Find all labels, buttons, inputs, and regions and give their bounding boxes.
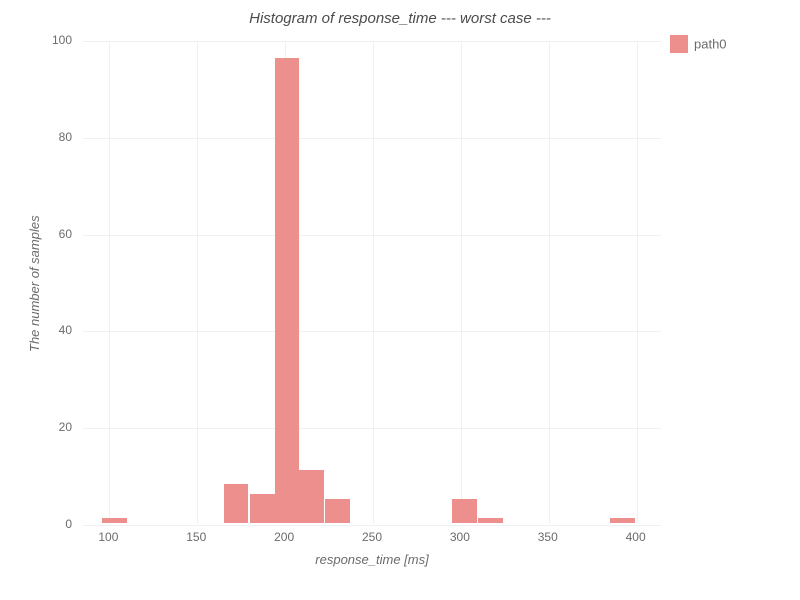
y-axis-label: The number of samples — [27, 215, 42, 352]
gridline-v — [637, 41, 638, 523]
gridline-v — [197, 41, 198, 523]
histogram-bar — [299, 470, 324, 523]
chart-plot-area — [82, 40, 662, 524]
y-tick-label: 0 — [42, 517, 72, 531]
x-tick-label: 250 — [362, 530, 382, 544]
gridline-v — [373, 41, 374, 523]
x-tick-label: 100 — [98, 530, 118, 544]
gridline-v — [549, 41, 550, 523]
page-title: Histogram of response_time --- worst cas… — [0, 10, 800, 27]
gridline-h — [83, 331, 661, 332]
gridline-h — [83, 525, 661, 526]
y-tick-label: 20 — [42, 420, 72, 434]
legend-swatch-path0 — [670, 35, 688, 53]
legend-label-path0: path0 — [694, 37, 727, 52]
gridline-h — [83, 138, 661, 139]
x-axis-label: response_time [ms] — [0, 552, 744, 567]
x-tick-label: 400 — [626, 530, 646, 544]
histogram-bar — [325, 499, 350, 523]
legend: path0 — [670, 35, 727, 53]
gridline-h — [83, 41, 661, 42]
gridline-v — [461, 41, 462, 523]
y-tick-label: 60 — [42, 227, 72, 241]
y-tick-label: 40 — [42, 323, 72, 337]
gridline-h — [83, 428, 661, 429]
histogram-bar — [478, 518, 503, 523]
x-tick-label: 350 — [538, 530, 558, 544]
x-tick-label: 200 — [274, 530, 294, 544]
histogram-bar — [610, 518, 635, 523]
x-tick-label: 150 — [186, 530, 206, 544]
histogram-bar — [224, 484, 249, 523]
histogram-bar — [250, 494, 275, 523]
histogram-bar — [102, 518, 127, 523]
x-tick-label: 300 — [450, 530, 470, 544]
gridline-h — [83, 235, 661, 236]
y-tick-label: 100 — [42, 33, 72, 47]
histogram-bar — [275, 58, 300, 523]
histogram-bar — [452, 499, 477, 523]
gridline-v — [109, 41, 110, 523]
y-tick-label: 80 — [42, 130, 72, 144]
